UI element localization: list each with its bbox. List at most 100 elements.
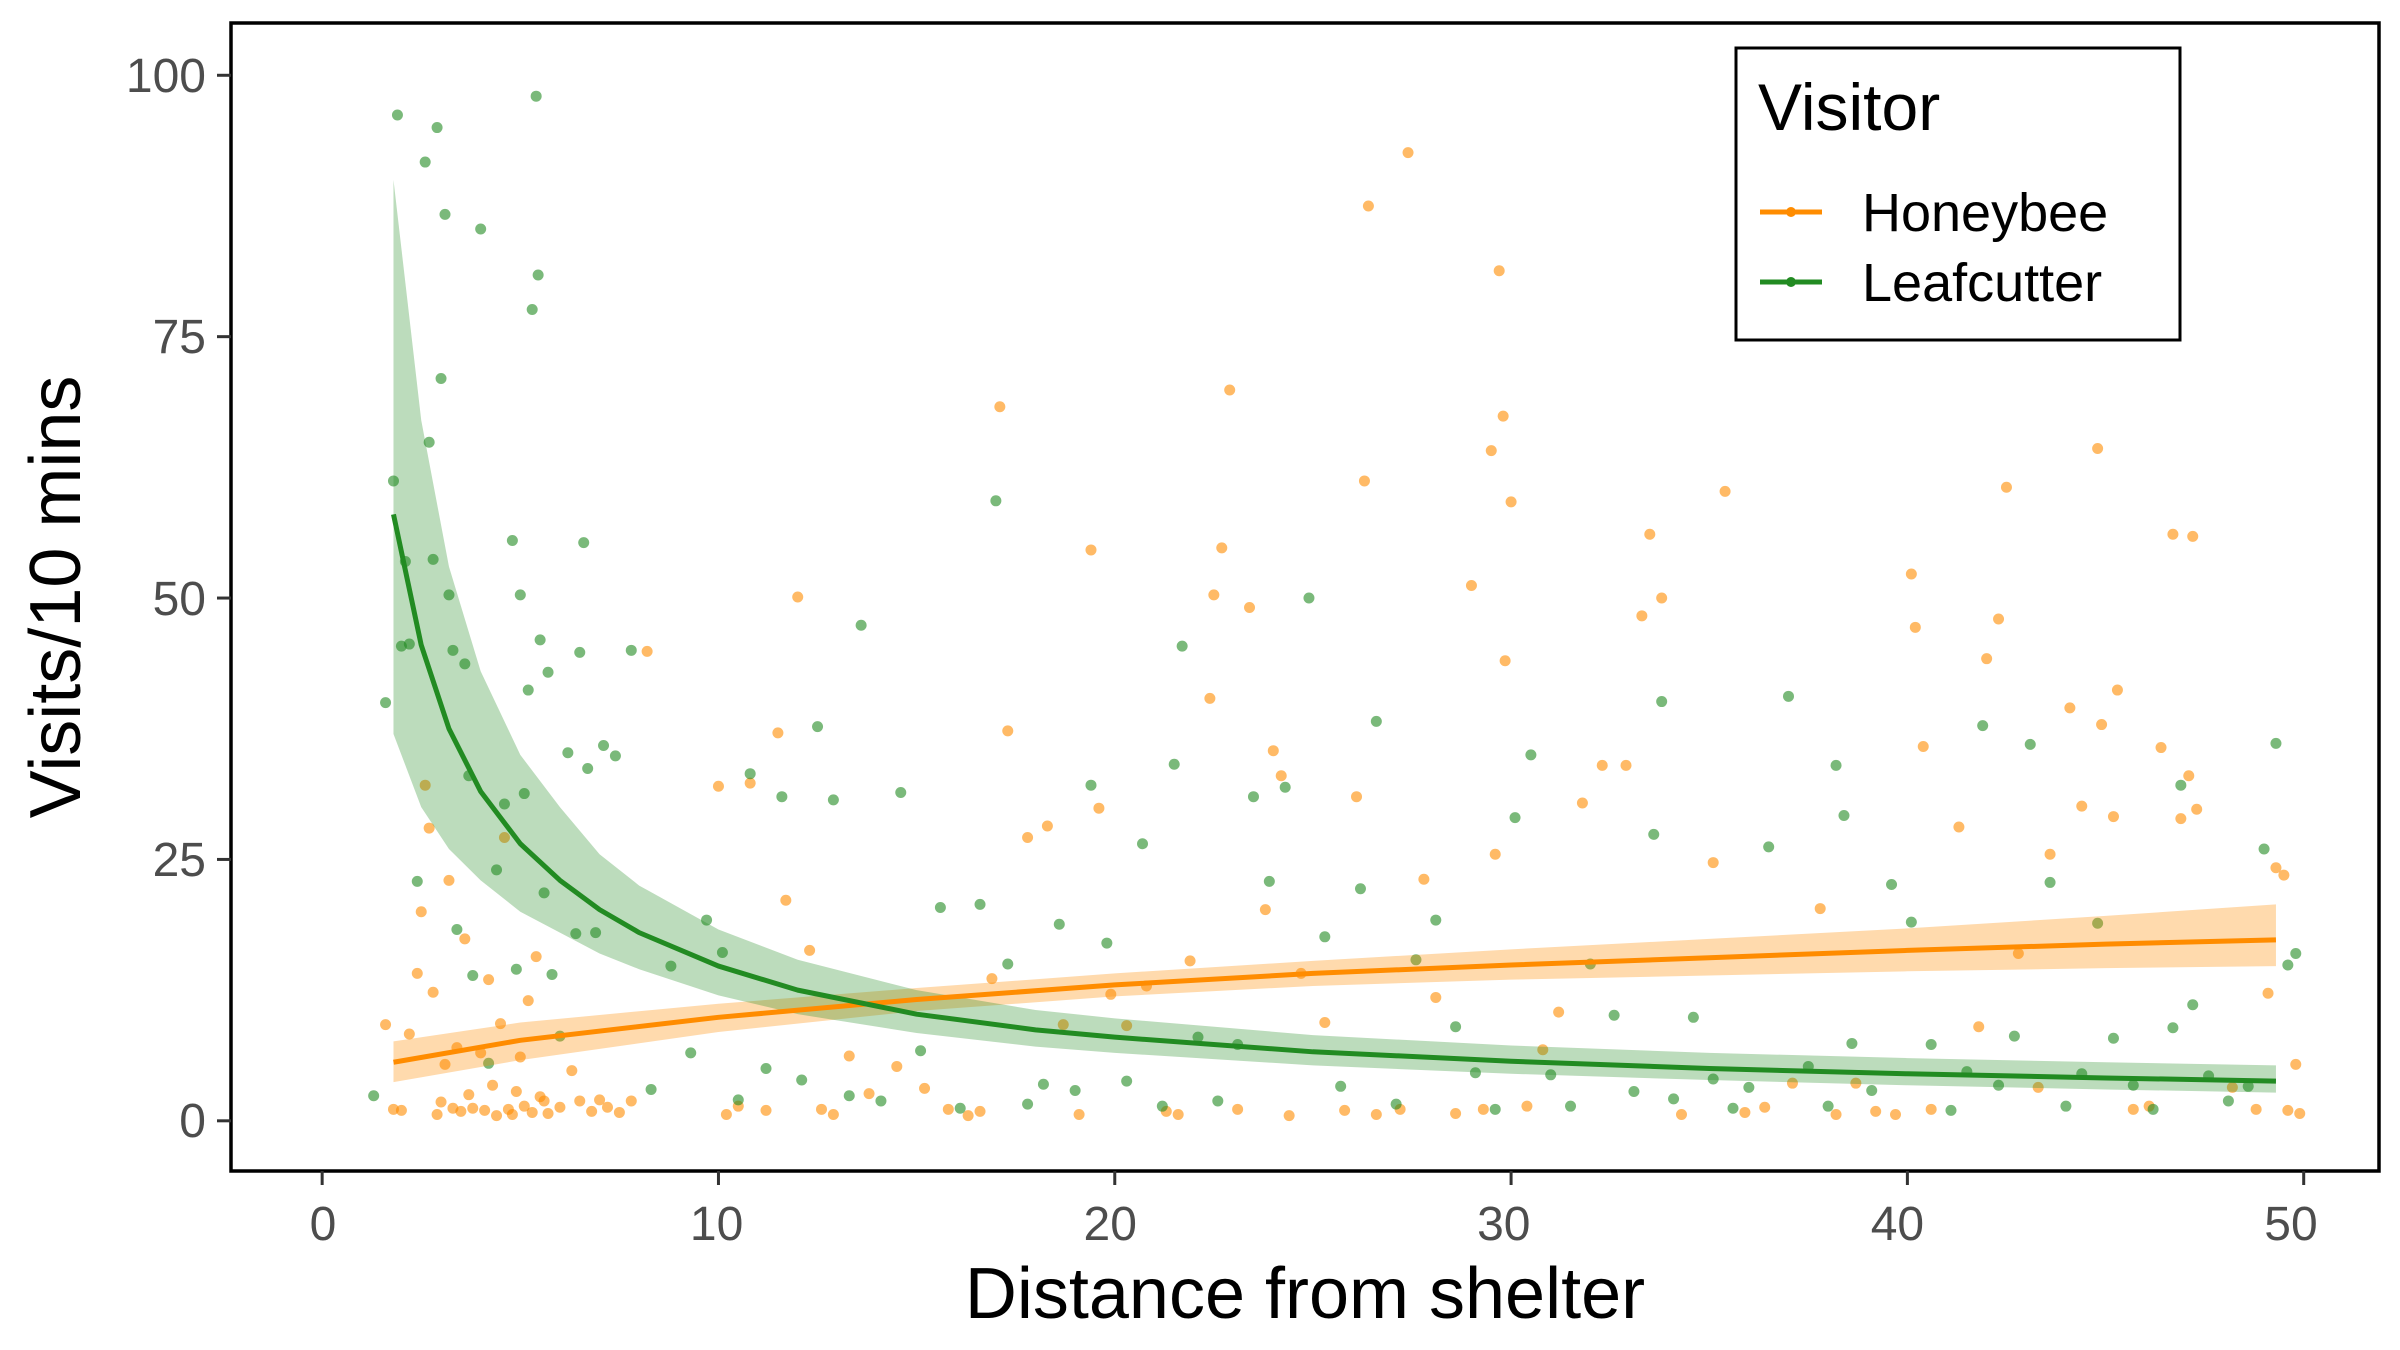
leafcutter-point — [1037, 1078, 1049, 1090]
leafcutter-point — [796, 1074, 808, 1086]
legend-item-leafcutter[interactable]: Leafcutter — [1760, 253, 2102, 313]
leafcutter-point — [2092, 917, 2104, 929]
leafcutter-point — [665, 960, 677, 972]
leafcutter-points — [368, 90, 2302, 1116]
honeybee-point — [1339, 1104, 1351, 1116]
honeybee-point — [380, 1019, 392, 1031]
honeybee-point — [1224, 384, 1236, 396]
leafcutter-point — [2222, 1095, 2234, 1107]
honeybee-point — [1814, 903, 1826, 915]
honeybee-point — [467, 1102, 479, 1114]
leafcutter-point — [1668, 1093, 1680, 1105]
honeybee-point — [1521, 1100, 1533, 1112]
honeybee-point — [1620, 759, 1632, 771]
honeybee-point — [1041, 820, 1053, 832]
honeybee-point — [1216, 542, 1228, 554]
leafcutter-point — [483, 1057, 495, 1069]
honeybee-point — [843, 1050, 855, 1062]
honeybee-point — [2155, 742, 2167, 754]
honeybee-fit-line — [393, 937, 2277, 1065]
leafcutter-point — [538, 887, 550, 899]
leafcutter-point — [598, 739, 610, 751]
honeybee-point — [415, 906, 427, 918]
honeybee-point — [487, 1079, 499, 1091]
honeybee-point — [1244, 601, 1256, 613]
honeybee-point — [431, 1109, 443, 1121]
honeybee-point — [1418, 873, 1430, 885]
leafcutter-point — [2127, 1079, 2139, 1091]
leafcutter-point — [459, 658, 471, 670]
honeybee-point — [526, 1106, 538, 1118]
leafcutter-point — [1782, 690, 1794, 702]
honeybee-point — [827, 1109, 839, 1121]
honeybee-point — [423, 822, 435, 834]
leafcutter-point — [1993, 1079, 2005, 1091]
leafcutter-point — [534, 634, 546, 646]
honeybee-point — [1739, 1106, 1751, 1118]
honeybee-point — [1093, 802, 1105, 814]
honeybee-point — [2187, 530, 2199, 542]
leafcutter-point — [1022, 1098, 1034, 1110]
leafcutter-point — [1525, 749, 1537, 761]
leafcutter-point — [895, 787, 907, 799]
honeybee-point — [986, 973, 998, 985]
x-axis: 0 10 20 30 40 50 Distance from shelter — [310, 1171, 2318, 1334]
leafcutter-point — [1279, 781, 1291, 793]
leafcutter-point — [1743, 1081, 1755, 1093]
honeybee-point — [1319, 1017, 1331, 1029]
leafcutter-point — [1002, 958, 1014, 970]
honeybee-point — [2107, 811, 2119, 823]
honeybee-point — [1850, 1077, 1862, 1089]
leafcutter-point — [2167, 1022, 2179, 1034]
honeybee-confidence-band — [393, 904, 2276, 1083]
legend-item-honeybee[interactable]: Honeybee — [1760, 183, 2108, 243]
leafcutter-point — [732, 1094, 744, 1106]
leafcutter-point — [990, 495, 1002, 507]
honeybee-point — [994, 401, 1006, 413]
honeybee-point — [863, 1088, 875, 1100]
honeybee-point — [1890, 1109, 1902, 1121]
honeybee-point — [804, 944, 816, 956]
leafcutter-point — [609, 750, 621, 762]
leafcutter-point — [1830, 759, 1842, 771]
leafcutter-point — [1335, 1080, 1347, 1092]
leafcutter-point — [475, 223, 487, 235]
leafcutter-point — [776, 791, 788, 803]
honeybee-point — [2064, 702, 2076, 714]
honeybee-point — [613, 1106, 625, 1118]
honeybee-point — [1465, 579, 1477, 591]
honeybee-point — [1830, 1109, 1842, 1121]
leafcutter-point — [443, 589, 455, 601]
honeybee-point — [919, 1082, 931, 1094]
honeybee-point — [780, 894, 792, 906]
leafcutter-point — [934, 902, 946, 914]
leafcutter-point — [451, 923, 463, 935]
leafcutter-point — [2044, 876, 2056, 888]
leafcutter-point — [562, 747, 574, 759]
honeybee-point — [1275, 770, 1287, 782]
honeybee-point — [1981, 653, 1993, 665]
honeybee-point — [1073, 1109, 1085, 1121]
leafcutter-point — [574, 646, 586, 658]
leafcutter-point — [1370, 715, 1382, 727]
leafcutter-point — [760, 1063, 772, 1075]
leafcutter-point — [510, 963, 522, 975]
leafcutter-point — [431, 122, 443, 134]
honeybee-point — [1537, 1044, 1549, 1056]
x-tick-label: 50 — [2264, 1198, 2317, 1251]
leafcutter-point — [506, 535, 518, 547]
leafcutter-point — [701, 914, 713, 926]
leafcutter-point — [530, 90, 542, 102]
leafcutter-point — [1489, 1103, 1501, 1115]
leafcutter-point — [387, 475, 399, 487]
honeybee-point — [554, 1101, 566, 1113]
leafcutter-point — [1509, 812, 1521, 824]
leafcutter-point — [827, 794, 839, 806]
leafcutter-point — [1707, 1073, 1719, 1085]
x-tick-label: 0 — [310, 1198, 337, 1251]
leafcutter-point — [1410, 954, 1422, 966]
honeybee-point — [1232, 1103, 1244, 1115]
honeybee-point — [2127, 1103, 2139, 1115]
honeybee-point — [1370, 1109, 1382, 1121]
y-axis-title: Visits/10 mins — [16, 376, 96, 819]
